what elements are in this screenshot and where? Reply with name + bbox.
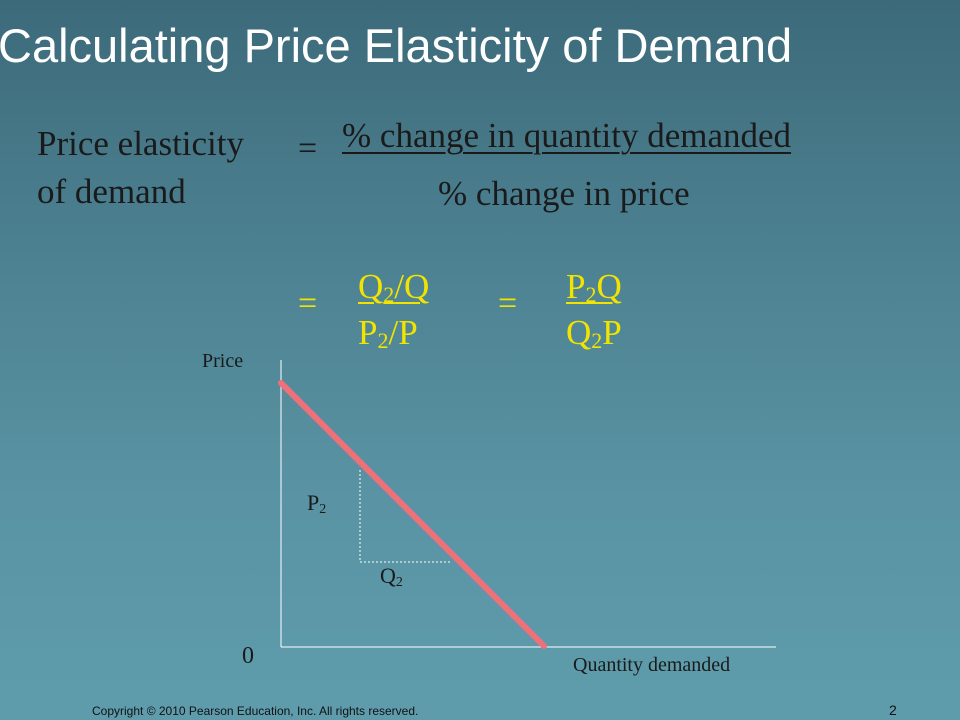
- equals-sign-2: =: [298, 285, 318, 322]
- eq2-numerator: Q2/Q: [358, 267, 430, 307]
- elasticity-label-line2: of demand: [37, 172, 186, 211]
- page-number: 2: [889, 702, 897, 718]
- eq3-denominator: Q2P: [566, 313, 622, 353]
- eq3-numerator: P2Q: [566, 267, 622, 307]
- eq2-denominator: P2/P: [358, 313, 418, 353]
- y-axis-label: Price: [202, 350, 244, 372]
- elasticity-label-line1: Price elasticity: [37, 124, 245, 163]
- x-axis-label: Quantity demanded: [573, 654, 731, 676]
- equals-sign-1: =: [298, 130, 318, 167]
- elasticity-label: Price elasticity of demand: [37, 120, 244, 216]
- main-numerator: % change in quantity demanded: [342, 116, 792, 155]
- equals-sign-3: =: [498, 285, 518, 322]
- demand-curve: [278, 380, 547, 649]
- origin-label: 0: [242, 643, 254, 669]
- delta-price-label: P2: [307, 490, 327, 517]
- delta-quantity-label: Q2: [380, 563, 403, 590]
- slide-title: Calculating Price Elasticity of Demand: [0, 19, 793, 72]
- main-denominator: % change in price: [438, 174, 690, 213]
- copyright-notice: Copyright © 2010 Pearson Education, Inc.…: [92, 704, 419, 718]
